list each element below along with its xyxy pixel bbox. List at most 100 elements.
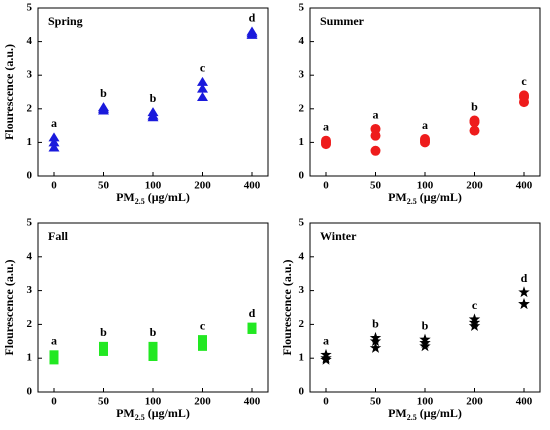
x-tick-label: 0 [323, 180, 329, 192]
data-point [419, 333, 431, 345]
plot-frame [37, 222, 269, 393]
data-point [48, 142, 60, 152]
x-axis-label: PM2.5 (μg/mL) [116, 190, 190, 207]
data-point [469, 125, 480, 136]
data-point [247, 322, 257, 332]
significance-letter: b [150, 325, 157, 339]
y-tick-label: 4 [299, 250, 305, 262]
x-tick-label: 50 [370, 180, 382, 192]
x-axis-label-part: 2.5 [407, 413, 417, 422]
x-tick-label: 100 [145, 396, 162, 408]
y-tick-label: 3 [27, 69, 33, 81]
y-tick-label: 1 [299, 136, 305, 148]
y-tick-label: 5 [27, 2, 33, 14]
y-axis-label: Flourescence (a.u.) [280, 259, 294, 355]
data-point [198, 335, 207, 345]
data-point [197, 83, 208, 93]
y-tick-label: 0 [299, 386, 305, 398]
x-tick-label: 0 [323, 396, 329, 408]
significance-letter: c [472, 298, 478, 312]
significance-letter: b [471, 99, 478, 113]
data-point [98, 102, 109, 112]
data-point [246, 26, 258, 36]
data-point [320, 348, 332, 360]
significance-letter: b [150, 91, 157, 105]
data-point [519, 90, 529, 101]
x-axis-label-part: 2.5 [135, 197, 145, 206]
panel-title: Spring [48, 14, 83, 28]
x-axis-label-part: 2.5 [135, 413, 145, 422]
data-point [99, 341, 108, 351]
y-tick-label: 4 [27, 35, 33, 47]
x-axis-label-part: (μg/mL) [417, 190, 462, 204]
significance-letter: c [200, 61, 206, 75]
x-axis-label-part: PM [116, 406, 135, 420]
y-axis-label: Flourescence (a.u.) [2, 259, 16, 355]
x-axis-label-part: (μg/mL) [145, 406, 190, 420]
y-tick-label: 5 [27, 217, 33, 229]
significance-letter: a [51, 334, 57, 348]
data-point [469, 115, 480, 126]
significance-letter: c [200, 318, 206, 332]
significance-letter: b [100, 86, 107, 100]
data-point [197, 92, 208, 102]
x-tick-label: 0 [51, 396, 57, 408]
data-point [419, 336, 431, 348]
y-tick-label: 0 [27, 170, 33, 182]
data-point [369, 342, 382, 353]
data-point [370, 123, 381, 134]
x-tick-label: 100 [417, 396, 434, 408]
x-tick-label: 400 [516, 180, 533, 192]
y-tick-label: 5 [299, 2, 305, 14]
panel-title: Fall [48, 229, 69, 243]
x-axis-label: PM2.5 (μg/mL) [116, 406, 190, 423]
x-tick-label: 50 [98, 180, 110, 192]
x-tick-label: 100 [145, 180, 162, 192]
significance-letter: a [51, 116, 57, 130]
x-axis-label-part: (μg/mL) [145, 190, 190, 204]
data-point [468, 313, 481, 325]
x-axis-label-part: 2.5 [407, 197, 417, 206]
significance-letter: b [422, 318, 429, 332]
data-point [148, 341, 158, 351]
y-tick-label: 0 [299, 170, 305, 182]
data-point [321, 135, 331, 146]
x-axis-label: PM2.5 (μg/mL) [388, 190, 462, 207]
data-point [370, 145, 381, 156]
plot-frame [309, 222, 541, 393]
significance-letter: d [249, 306, 256, 320]
y-tick-label: 3 [299, 284, 305, 296]
x-tick-label: 100 [417, 180, 434, 192]
significance-letter: d [521, 271, 528, 285]
x-tick-label: 200 [466, 180, 483, 192]
x-axis-label-part: PM [388, 406, 407, 420]
y-tick-label: 2 [299, 318, 305, 330]
data-point [518, 286, 530, 298]
y-tick-label: 1 [27, 352, 33, 364]
significance-letter: b [100, 325, 107, 339]
data-point [518, 298, 530, 309]
data-point [49, 350, 59, 360]
x-tick-label: 50 [370, 396, 382, 408]
x-axis-label-part: (μg/mL) [417, 406, 462, 420]
panel-title: Summer [320, 14, 365, 28]
x-axis-label: PM2.5 (μg/mL) [388, 406, 462, 423]
data-point [369, 331, 382, 343]
data-point [48, 132, 60, 142]
data-point [369, 335, 382, 347]
significance-letter: a [323, 334, 329, 348]
y-tick-label: 3 [299, 69, 305, 81]
x-tick-label: 400 [244, 180, 261, 192]
plot-frame [309, 7, 541, 177]
data-point [419, 340, 431, 352]
x-axis-label-part: PM [116, 190, 135, 204]
y-tick-label: 4 [299, 35, 305, 47]
significance-letter: a [323, 119, 329, 133]
y-tick-label: 3 [27, 284, 33, 296]
data-point [468, 316, 481, 328]
data-point [320, 352, 332, 364]
y-tick-label: 2 [299, 102, 305, 114]
x-tick-label: 200 [194, 180, 211, 192]
significance-letter: c [521, 74, 527, 88]
